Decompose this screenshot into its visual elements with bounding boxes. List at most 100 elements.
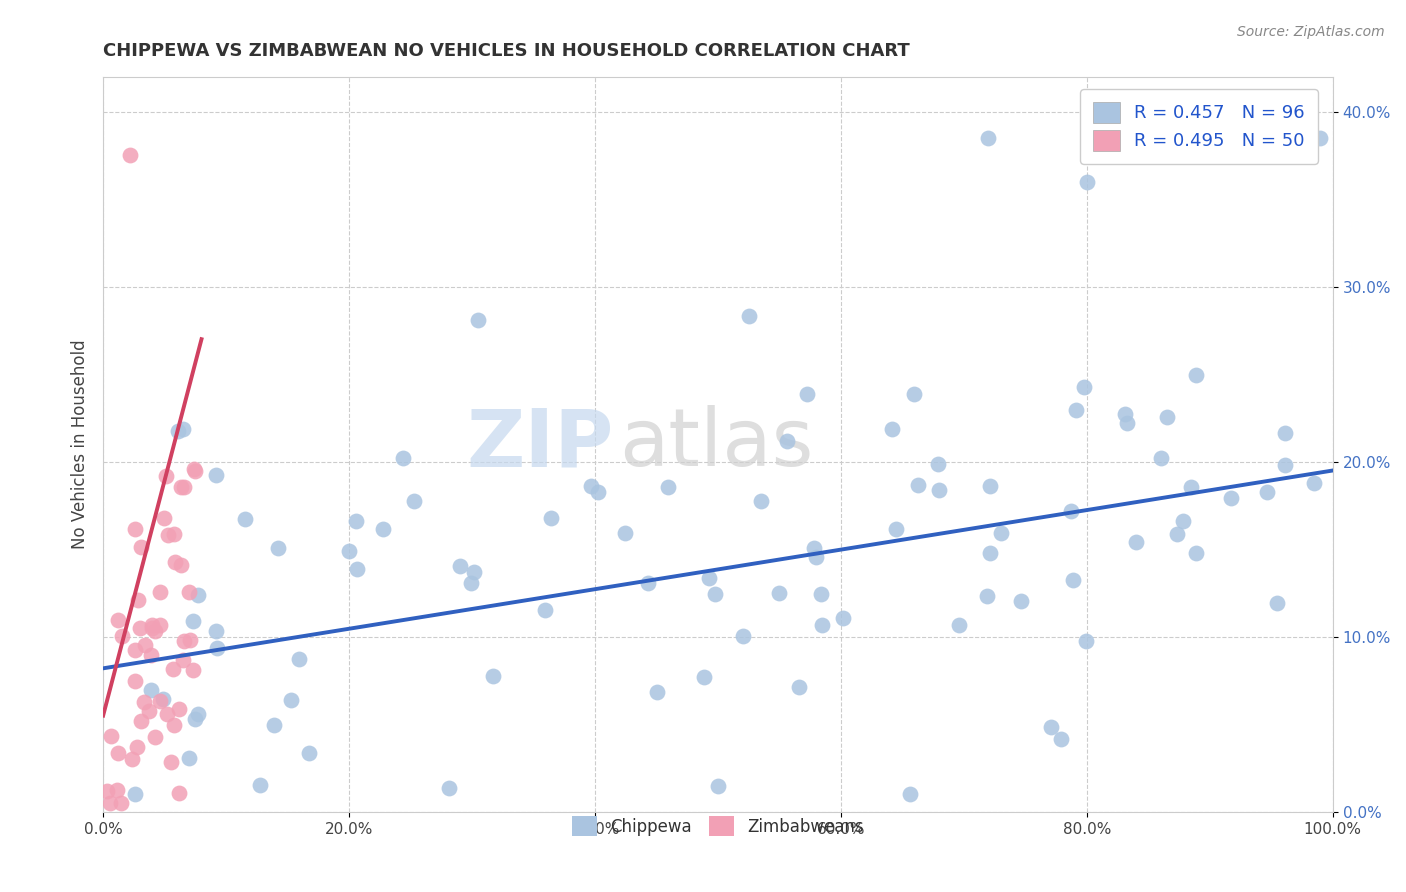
Point — [693, 670, 716, 684]
Point — [1274, 458, 1296, 472]
Point — [183, 614, 205, 628]
Point — [907, 478, 929, 492]
Point — [903, 386, 925, 401]
Point — [1185, 368, 1208, 382]
Point — [121, 752, 143, 766]
Point — [141, 618, 163, 632]
Point — [129, 621, 152, 635]
Point — [979, 546, 1001, 560]
Point — [205, 640, 228, 655]
Point — [586, 485, 609, 500]
Point — [153, 511, 176, 525]
Point — [172, 422, 194, 436]
Point — [134, 695, 156, 709]
Point — [768, 586, 790, 600]
Point — [1180, 479, 1202, 493]
Point — [156, 528, 179, 542]
Point — [166, 424, 188, 438]
Point — [1185, 546, 1208, 560]
Point — [976, 589, 998, 603]
Point — [120, 148, 142, 162]
Point — [100, 730, 122, 744]
Point — [139, 682, 162, 697]
Point — [1265, 596, 1288, 610]
Point — [404, 493, 426, 508]
Point — [96, 784, 118, 798]
Point — [1062, 573, 1084, 587]
Point — [263, 718, 285, 732]
Point — [111, 629, 134, 643]
Point — [177, 750, 200, 764]
Point — [1116, 416, 1139, 430]
Text: CHIPPEWA VS ZIMBABWEAN NO VEHICLES IN HOUSEHOLD CORRELATION CHART: CHIPPEWA VS ZIMBABWEAN NO VEHICLES IN HO… — [103, 42, 910, 60]
Point — [1074, 634, 1097, 648]
Point — [880, 422, 903, 436]
Point — [184, 464, 207, 478]
Point — [177, 584, 200, 599]
Point — [1073, 380, 1095, 394]
Point — [162, 662, 184, 676]
Point — [141, 621, 163, 635]
Point — [645, 685, 668, 699]
Point — [129, 714, 152, 729]
Point — [134, 638, 156, 652]
Point — [460, 575, 482, 590]
Point — [990, 526, 1012, 541]
Point — [463, 565, 485, 579]
Legend: Chippewa, Zimbabweans: Chippewa, Zimbabweans — [564, 808, 872, 844]
Point — [1149, 451, 1171, 466]
Point — [346, 562, 368, 576]
Point — [152, 692, 174, 706]
Point — [787, 680, 810, 694]
Point — [811, 617, 834, 632]
Point — [1296, 148, 1319, 162]
Point — [437, 781, 460, 796]
Point — [373, 522, 395, 536]
Point — [149, 618, 172, 632]
Text: ZIP: ZIP — [467, 405, 613, 483]
Point — [657, 480, 679, 494]
Point — [163, 527, 186, 541]
Point — [1125, 535, 1147, 549]
Point — [979, 479, 1001, 493]
Point — [1166, 526, 1188, 541]
Point — [749, 493, 772, 508]
Point — [288, 652, 311, 666]
Point — [1010, 594, 1032, 608]
Point — [810, 586, 832, 600]
Point — [1156, 410, 1178, 425]
Point — [1274, 425, 1296, 440]
Point — [143, 624, 166, 639]
Point — [884, 522, 907, 536]
Point — [155, 469, 177, 483]
Point — [927, 457, 949, 471]
Point — [392, 451, 415, 466]
Point — [204, 467, 226, 482]
Point — [298, 746, 321, 760]
Point — [337, 544, 360, 558]
Point — [172, 653, 194, 667]
Point — [184, 712, 207, 726]
Point — [181, 663, 204, 677]
Point — [796, 387, 818, 401]
Point — [449, 558, 471, 573]
Point — [124, 788, 146, 802]
Point — [579, 479, 602, 493]
Point — [534, 603, 557, 617]
Point — [105, 783, 128, 797]
Point — [149, 694, 172, 708]
Point — [948, 618, 970, 632]
Point — [738, 309, 761, 323]
Point — [831, 611, 853, 625]
Point — [1114, 407, 1136, 421]
Point — [110, 796, 132, 810]
Point — [1076, 175, 1098, 189]
Point — [205, 624, 228, 638]
Point — [183, 461, 205, 475]
Point — [167, 787, 190, 801]
Point — [267, 541, 290, 555]
Point — [804, 549, 827, 564]
Point — [733, 630, 755, 644]
Point — [179, 632, 201, 647]
Point — [167, 702, 190, 716]
